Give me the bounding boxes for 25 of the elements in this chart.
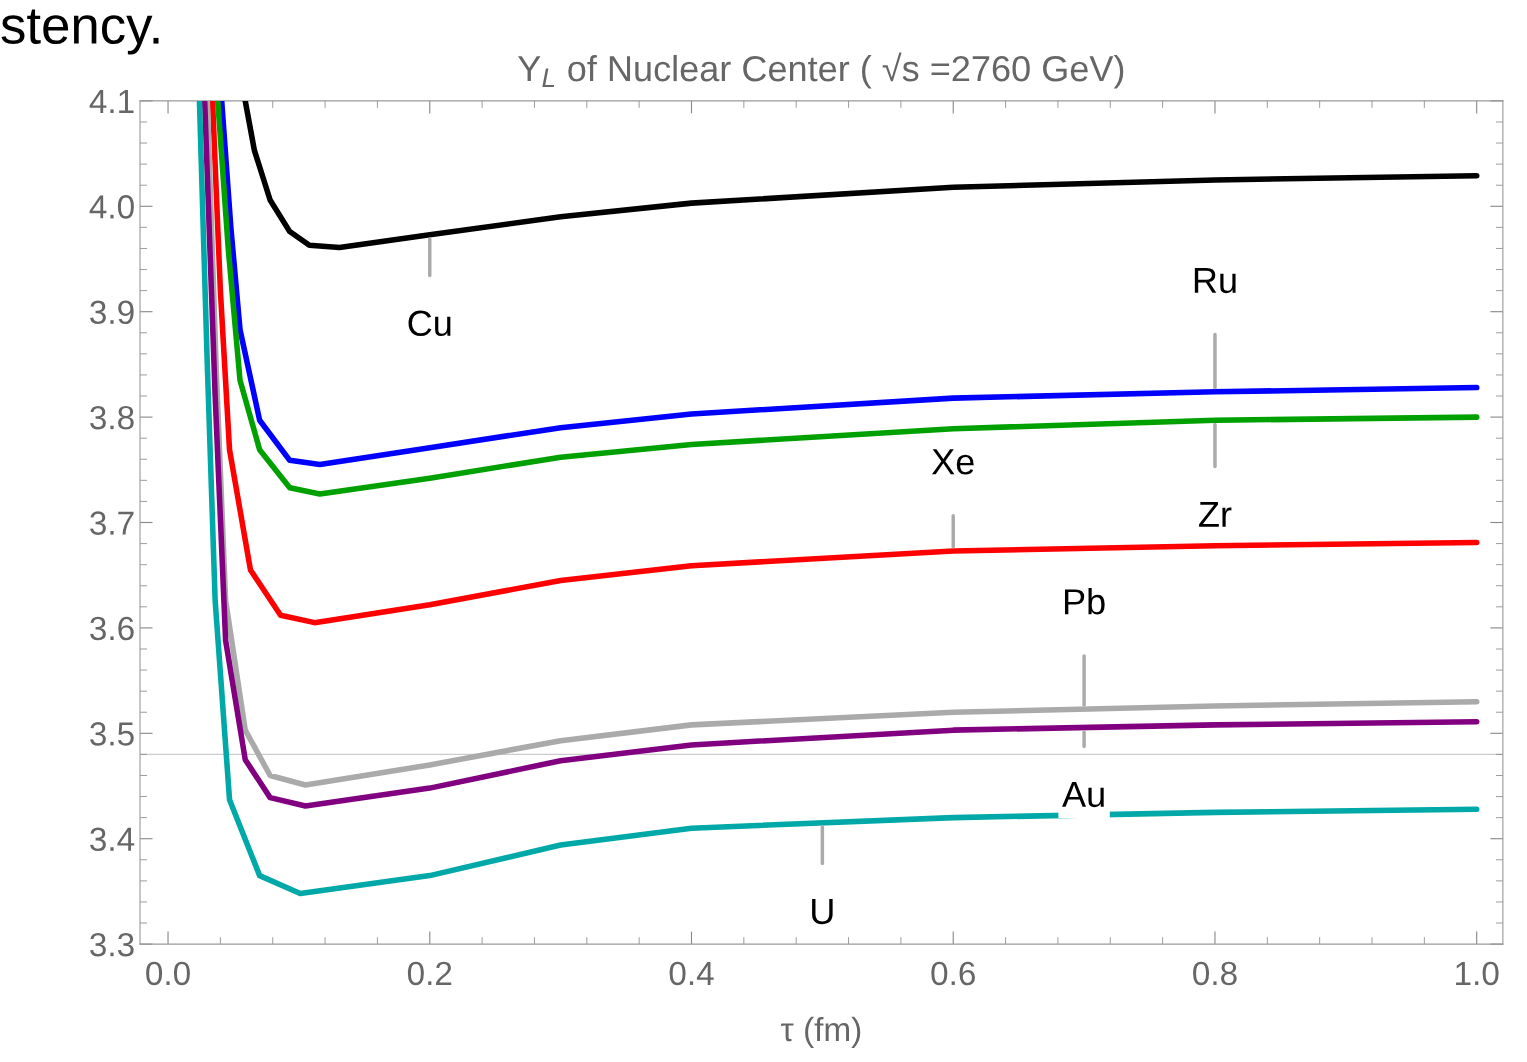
x-tick-label: 0.4	[669, 961, 714, 986]
y-tick-label: 3.3	[90, 932, 134, 957]
annotation: Ru	[1194, 267, 1236, 294]
x-tick-label: 0.2	[407, 961, 452, 986]
y-tick-label: 3.4	[90, 827, 135, 852]
y-tick-label: 3.9	[90, 300, 134, 325]
x-axis-title: τ (fm)	[781, 1016, 861, 1048]
y-tick-label: 4.1	[89, 90, 134, 113]
y-tick-label: 3.6	[90, 616, 134, 641]
x-tick-label: 0.6	[931, 961, 975, 986]
x-tick-label: 0.8	[1193, 961, 1237, 986]
annotation: Xe	[931, 449, 974, 475]
annotation: U	[812, 899, 833, 925]
text: stency.	[1, 9, 159, 55]
annotation: Cu	[408, 310, 451, 337]
annotation: Pb	[1064, 588, 1105, 615]
annotation: Zr	[1199, 501, 1232, 527]
y-tick-label: 4.0	[89, 195, 134, 219]
y-tick-label: 3.8	[90, 405, 134, 430]
x-tick-label: 0.0	[146, 961, 190, 986]
y-tick-label: 3.7	[90, 511, 134, 535]
chart-title: Y$_{L}$ of Nuclear Center ( √s =2760 GeV)	[518, 52, 1124, 89]
annotation: Au	[1062, 781, 1104, 808]
y-tick-label: 3.5	[90, 722, 134, 746]
x-tick-label: 1.0	[1456, 961, 1499, 986]
